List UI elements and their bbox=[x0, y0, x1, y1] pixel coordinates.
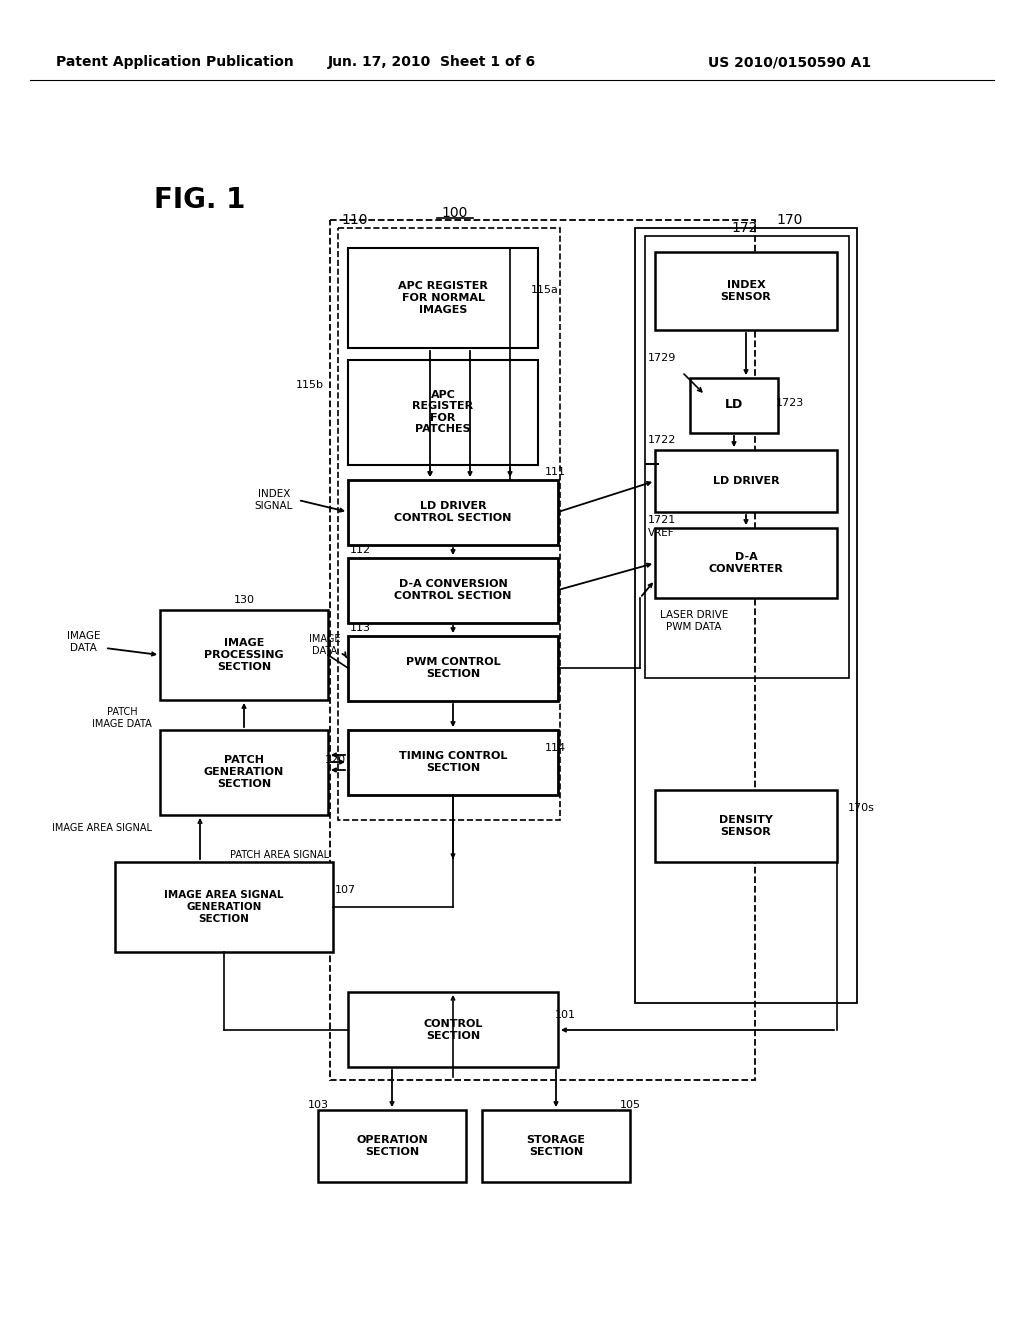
Text: Jun. 17, 2010  Sheet 1 of 6: Jun. 17, 2010 Sheet 1 of 6 bbox=[328, 55, 536, 69]
Text: INDEX
SENSOR: INDEX SENSOR bbox=[721, 280, 771, 302]
Text: PWM CONTROL
SECTION: PWM CONTROL SECTION bbox=[406, 657, 501, 678]
Text: 1723: 1723 bbox=[776, 399, 804, 408]
Text: 1721: 1721 bbox=[648, 515, 676, 525]
Bar bbox=[655, 450, 837, 512]
Text: IMAGE
DATA: IMAGE DATA bbox=[67, 631, 100, 653]
Text: 112: 112 bbox=[349, 545, 371, 554]
Bar bbox=[330, 220, 755, 1080]
Bar bbox=[160, 730, 328, 814]
Bar bbox=[348, 636, 558, 701]
Text: APC
REGISTER
FOR
PATCHES: APC REGISTER FOR PATCHES bbox=[413, 389, 473, 434]
Text: 170s: 170s bbox=[848, 803, 874, 813]
Bar bbox=[348, 558, 558, 623]
Text: APC REGISTER
FOR NORMAL
IMAGES: APC REGISTER FOR NORMAL IMAGES bbox=[398, 281, 488, 314]
Text: LD DRIVER: LD DRIVER bbox=[713, 477, 779, 486]
Text: US 2010/0150590 A1: US 2010/0150590 A1 bbox=[709, 55, 871, 69]
Text: LD DRIVER
CONTROL SECTION: LD DRIVER CONTROL SECTION bbox=[394, 502, 512, 523]
Text: PATCH AREA SIGNAL: PATCH AREA SIGNAL bbox=[230, 850, 330, 861]
Text: 105: 105 bbox=[620, 1100, 640, 1110]
Text: VREF: VREF bbox=[648, 528, 675, 539]
Text: 113: 113 bbox=[349, 623, 371, 634]
Text: 120: 120 bbox=[325, 755, 345, 766]
Text: LD: LD bbox=[725, 399, 743, 412]
Bar bbox=[655, 789, 837, 862]
Text: IMAGE AREA SIGNAL: IMAGE AREA SIGNAL bbox=[52, 822, 152, 833]
Bar bbox=[348, 993, 558, 1067]
Bar bbox=[338, 228, 560, 820]
Bar bbox=[348, 730, 558, 795]
Bar bbox=[645, 236, 849, 678]
Bar bbox=[655, 528, 837, 598]
Text: FIG. 1: FIG. 1 bbox=[155, 186, 246, 214]
Text: 111: 111 bbox=[545, 467, 565, 477]
Text: 1722: 1722 bbox=[648, 436, 677, 445]
Text: 101: 101 bbox=[555, 1010, 575, 1020]
Bar bbox=[348, 248, 538, 348]
Text: INDEX
SIGNAL: INDEX SIGNAL bbox=[255, 490, 293, 511]
Text: STORAGE
SECTION: STORAGE SECTION bbox=[526, 1135, 586, 1156]
Text: 172: 172 bbox=[732, 220, 758, 235]
Text: 110: 110 bbox=[342, 213, 369, 227]
Text: 1729: 1729 bbox=[648, 352, 677, 363]
Bar bbox=[348, 480, 558, 545]
Text: IMAGE
PROCESSING
SECTION: IMAGE PROCESSING SECTION bbox=[204, 639, 284, 672]
Text: PATCH
IMAGE DATA: PATCH IMAGE DATA bbox=[92, 708, 152, 729]
Text: IMAGE
DATA: IMAGE DATA bbox=[308, 634, 340, 656]
Text: 170: 170 bbox=[777, 213, 803, 227]
Text: D-A CONVERSION
CONTROL SECTION: D-A CONVERSION CONTROL SECTION bbox=[394, 579, 512, 601]
Bar bbox=[482, 1110, 630, 1181]
Text: LASER DRIVE
PWM DATA: LASER DRIVE PWM DATA bbox=[660, 610, 728, 631]
Text: D-A
CONVERTER: D-A CONVERTER bbox=[709, 552, 783, 574]
Bar bbox=[348, 360, 538, 465]
Text: 130: 130 bbox=[233, 595, 255, 605]
Text: 107: 107 bbox=[335, 884, 355, 895]
Text: CONTROL
SECTION: CONTROL SECTION bbox=[423, 1019, 482, 1040]
Bar bbox=[635, 228, 857, 1003]
Bar bbox=[318, 1110, 466, 1181]
Text: DENSITY
SENSOR: DENSITY SENSOR bbox=[719, 816, 773, 837]
Bar bbox=[160, 610, 328, 700]
Text: 114: 114 bbox=[545, 743, 565, 752]
Text: OPERATION
SECTION: OPERATION SECTION bbox=[356, 1135, 428, 1156]
Text: TIMING CONTROL
SECTION: TIMING CONTROL SECTION bbox=[398, 751, 507, 772]
Text: 103: 103 bbox=[307, 1100, 329, 1110]
Bar bbox=[655, 252, 837, 330]
Text: 115b: 115b bbox=[296, 380, 324, 389]
Text: IMAGE AREA SIGNAL
GENERATION
SECTION: IMAGE AREA SIGNAL GENERATION SECTION bbox=[164, 891, 284, 924]
Bar bbox=[115, 862, 333, 952]
Bar bbox=[690, 378, 778, 433]
Text: Patent Application Publication: Patent Application Publication bbox=[56, 55, 294, 69]
Text: 115a: 115a bbox=[531, 285, 559, 294]
Text: 100: 100 bbox=[441, 206, 468, 220]
Text: PATCH
GENERATION
SECTION: PATCH GENERATION SECTION bbox=[204, 755, 284, 788]
